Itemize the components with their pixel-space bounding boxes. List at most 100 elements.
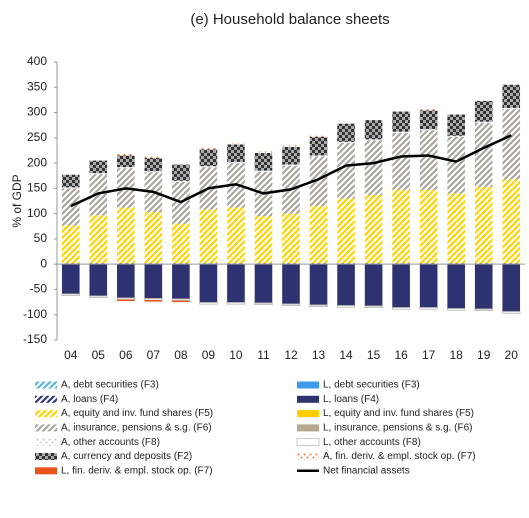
legend-label: L, other accounts (F8) [323,437,421,448]
y-tick-label: 0 [40,256,47,270]
bar-segment [447,264,465,309]
bar-segment [199,264,218,303]
bar-segment [364,139,383,141]
bar-segment [392,111,410,132]
bar-segment [474,121,493,123]
bar-segment [227,162,245,164]
y-tick-label: -50 [30,282,48,296]
bar-segment [392,264,410,308]
bar-segment [117,207,135,264]
bar-segment [199,263,218,264]
bar-segment [89,215,108,264]
bar-segment [364,263,383,264]
x-tick-label: 07 [147,348,161,362]
bar-segment [447,193,465,264]
bar-segment [337,264,355,306]
bar-segment [502,107,521,110]
y-tick-label: 250 [27,130,47,144]
legend-swatch [35,438,57,446]
legend-swatch [35,395,57,403]
x-tick-label: 11 [257,348,270,362]
bar-segment [447,263,465,264]
bar-segment [254,152,273,171]
legend-swatch [297,381,319,389]
bar-segment [309,264,328,305]
bar-segment [172,180,190,182]
x-tick-label: 09 [202,348,216,362]
x-tick-label: 20 [505,348,519,362]
bar-segment [474,263,493,264]
line [70,134,512,208]
legend-label: L, loans (F4) [323,394,379,405]
y-tick-label: 200 [27,155,47,169]
x-tick-label: 04 [64,348,78,362]
bar-segment [419,189,438,264]
y-axis-label: % of GDP [10,174,24,227]
bar-segment [117,299,135,302]
legend-label: A, other accounts (F8) [61,437,160,448]
x-tick-label: 06 [119,348,133,362]
bar-segment [392,131,410,133]
y-tick-label: 400 [27,54,47,68]
legend-label: L, debt securities (F3) [323,380,420,391]
legend-swatch [35,410,57,418]
bar-segment [117,264,135,298]
bar-segment [226,302,246,305]
bar-segment [61,174,80,188]
bar-segment [144,158,163,172]
x-tick-label: 17 [422,348,436,362]
bar-segment [254,216,273,264]
y-tick-label: 300 [27,105,47,119]
x-tick-label: 19 [477,348,491,362]
bar-segment [227,142,245,145]
bar-segment [89,173,108,175]
bar-segment [309,135,328,137]
bar-segment [227,207,245,264]
y-tick-label: -150 [23,332,47,346]
x-tick-label: 10 [229,348,243,362]
bar-segment [419,110,438,130]
bar-segment [199,149,218,167]
bar-segment [447,135,465,137]
bar-segment [419,307,438,310]
bar-segment [61,263,80,264]
bar-segment [172,164,190,181]
legend-label: Net financial assets [323,465,410,476]
y-tick-label: -100 [23,307,47,321]
legend-label: L, fin. deriv. & empl. stock op. (F7) [61,465,213,476]
legend-label: A, currency and deposits (F2) [61,451,192,462]
legend-swatch [297,424,319,432]
bar-segment [364,120,383,140]
bar-segment [447,308,466,311]
bar-segment [391,307,411,310]
bar-segment [282,213,300,264]
bar-segment [447,114,465,136]
bar-segment [144,156,163,159]
bar-segment [254,302,273,305]
bar-segment [89,295,108,298]
bar-segment [199,166,218,168]
bar-segment [282,264,300,304]
bar-segment [502,264,521,312]
bar-segment [227,264,245,303]
x-tick-label: 12 [284,348,298,362]
bar-segment [254,264,273,303]
bar-segment [364,264,383,306]
bar-segment [474,122,493,187]
x-tick-label: 14 [339,348,353,362]
bar-segment [502,311,521,314]
bar-segment [364,140,383,195]
y-tick-label: 350 [27,79,47,93]
legend-swatch [297,453,319,460]
bar-segment [171,298,191,301]
bar-segment [419,129,438,131]
bar-segment [309,156,328,207]
bar-segment [309,304,328,307]
legend-label: A, debt securities (F3) [61,380,159,391]
legend-swatch [35,424,57,432]
bar-segment [199,209,218,264]
bar-segment [89,264,108,296]
bar-segment [282,145,300,147]
bar-segment [337,123,355,142]
